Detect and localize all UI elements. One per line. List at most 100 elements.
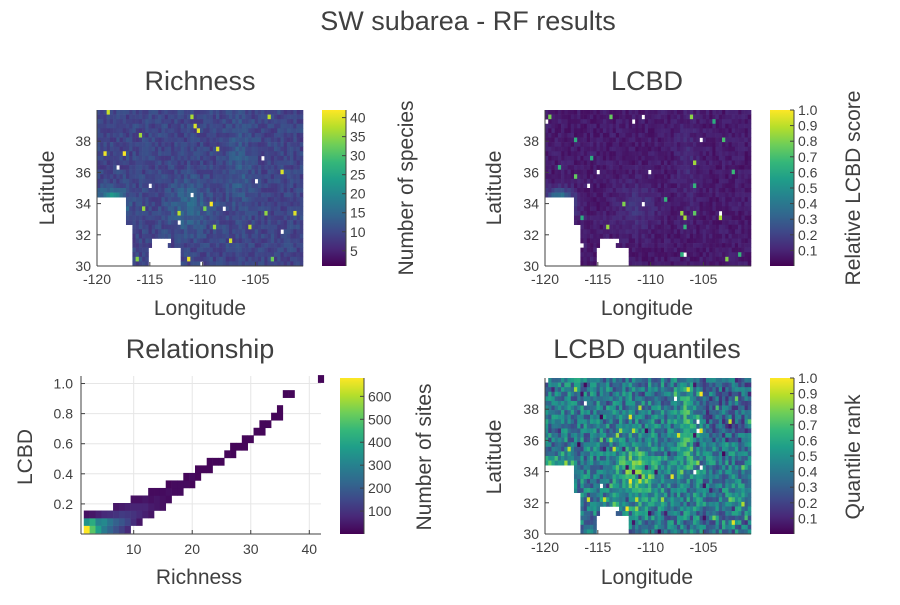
heatmap-cell bbox=[271, 216, 275, 221]
heatmap-cell bbox=[590, 406, 594, 411]
heatmap-cell bbox=[129, 206, 133, 211]
heatmap-cell bbox=[206, 188, 210, 193]
histogram-bin bbox=[201, 465, 207, 473]
heatmap-cell bbox=[645, 202, 649, 207]
heatmap-cell bbox=[671, 243, 675, 248]
heatmap-cell bbox=[687, 257, 691, 262]
heatmap-cell bbox=[597, 433, 601, 438]
heatmap-cell bbox=[712, 110, 716, 115]
heatmap-cell bbox=[690, 183, 694, 188]
heatmap-cell bbox=[245, 220, 249, 225]
heatmap-cell bbox=[181, 115, 185, 120]
heatmap-cell bbox=[577, 383, 581, 388]
heatmap-cell bbox=[571, 110, 575, 115]
heatmap-cell bbox=[648, 216, 652, 221]
heatmap-cell bbox=[107, 160, 111, 165]
heatmap-cell bbox=[683, 419, 687, 424]
heatmap-cell bbox=[680, 115, 684, 120]
heatmap-cell bbox=[545, 428, 549, 433]
heatmap-cell bbox=[654, 387, 658, 392]
heatmap-cell bbox=[274, 188, 278, 193]
heatmap-cell bbox=[213, 197, 217, 202]
heatmap-cell bbox=[252, 188, 256, 193]
heatmap-cell bbox=[293, 188, 297, 193]
heatmap-cell bbox=[622, 156, 626, 161]
heatmap-cell bbox=[625, 202, 629, 207]
heatmap-cell bbox=[177, 202, 181, 207]
heatmap-cell bbox=[177, 124, 181, 129]
heatmap-cell bbox=[741, 133, 745, 138]
heatmap-cell bbox=[126, 211, 130, 216]
heatmap-cell bbox=[293, 147, 297, 152]
heatmap-cell bbox=[258, 252, 262, 257]
heatmap-cell bbox=[248, 225, 252, 230]
heatmap-cell bbox=[200, 174, 204, 179]
histogram-bin bbox=[265, 420, 271, 428]
heatmap-cell bbox=[687, 424, 691, 429]
heatmap-cell bbox=[261, 160, 265, 165]
heatmap-cell bbox=[648, 234, 652, 239]
heatmap-cell bbox=[226, 248, 230, 253]
heatmap-cell bbox=[297, 202, 301, 207]
heatmap-cell bbox=[551, 428, 555, 433]
histogram-bin bbox=[136, 495, 142, 503]
heatmap-cell bbox=[577, 211, 581, 216]
heatmap-cell bbox=[719, 216, 723, 221]
heatmap-cell bbox=[555, 160, 559, 165]
heatmap-cell bbox=[255, 183, 259, 188]
colorbar-tick-label: 15 bbox=[350, 205, 366, 221]
heatmap-cell bbox=[264, 165, 268, 170]
heatmap-cell bbox=[229, 229, 233, 234]
heatmap-cell bbox=[625, 243, 629, 248]
heatmap-cell bbox=[203, 225, 207, 230]
heatmap-cell bbox=[703, 387, 707, 392]
heatmap-cell bbox=[745, 428, 749, 433]
heatmap-cell bbox=[619, 424, 623, 429]
heatmap-cell bbox=[261, 115, 265, 120]
heatmap-cell bbox=[590, 170, 594, 175]
heatmap-cell bbox=[107, 193, 111, 198]
heatmap-cell bbox=[548, 179, 552, 184]
heatmap-cell bbox=[680, 138, 684, 143]
heatmap-cell bbox=[213, 142, 217, 147]
heatmap-cell bbox=[593, 110, 597, 115]
heatmap-cell bbox=[216, 229, 220, 234]
heatmap-cell bbox=[606, 211, 610, 216]
heatmap-cell bbox=[271, 115, 275, 120]
heatmap-cell bbox=[165, 174, 169, 179]
heatmap-cell bbox=[561, 165, 565, 170]
heatmap-cell bbox=[184, 257, 188, 262]
heatmap-cell bbox=[629, 401, 633, 406]
heatmap-cell bbox=[277, 147, 281, 152]
heatmap-cell bbox=[709, 387, 713, 392]
heatmap-cell bbox=[181, 229, 185, 234]
heatmap-cell bbox=[100, 115, 104, 120]
heatmap-cell bbox=[590, 234, 594, 239]
heatmap-cell bbox=[174, 183, 178, 188]
histogram-bin bbox=[195, 465, 201, 473]
heatmap-cell bbox=[590, 174, 594, 179]
heatmap-cell bbox=[213, 234, 217, 239]
heatmap-cell bbox=[719, 401, 723, 406]
heatmap-cell bbox=[597, 387, 601, 392]
heatmap-cell bbox=[242, 142, 246, 147]
heatmap-cell bbox=[690, 238, 694, 243]
heatmap-cell bbox=[161, 151, 165, 156]
heatmap-cell bbox=[561, 424, 565, 429]
heatmap-cell bbox=[638, 220, 642, 225]
heatmap-cell bbox=[129, 179, 133, 184]
heatmap-cell bbox=[590, 383, 594, 388]
heatmap-cell bbox=[235, 124, 239, 129]
heatmap-cell bbox=[258, 183, 262, 188]
heatmap-cell bbox=[229, 238, 233, 243]
heatmap-cell bbox=[703, 147, 707, 152]
heatmap-cell bbox=[200, 170, 204, 175]
heatmap-cell bbox=[561, 387, 565, 392]
heatmap-cell bbox=[290, 138, 294, 143]
heatmap-cell bbox=[728, 248, 732, 253]
heatmap-cell bbox=[667, 378, 671, 383]
heatmap-cell bbox=[700, 238, 704, 243]
heatmap-cell bbox=[683, 197, 687, 202]
heatmap-cell bbox=[580, 188, 584, 193]
heatmap-cell bbox=[625, 138, 629, 143]
